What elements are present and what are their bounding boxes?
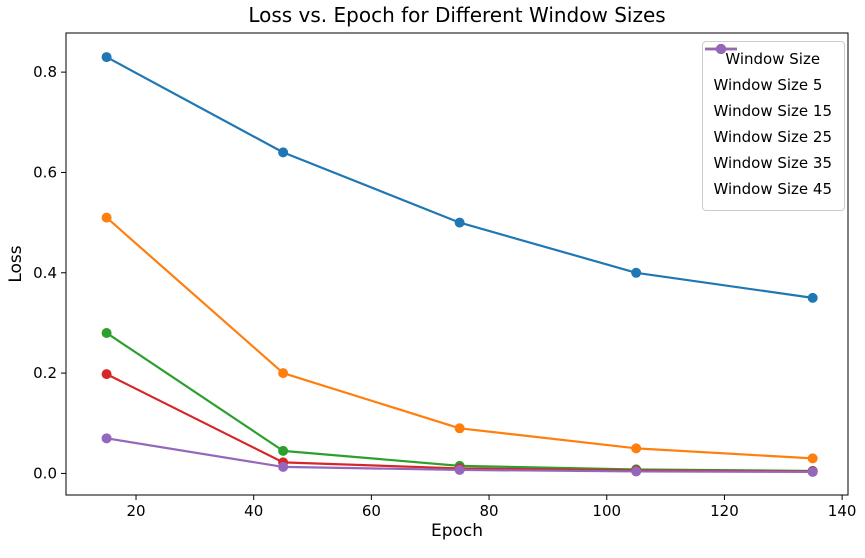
series-line-window-size-15 [105,216,814,460]
legend-label: Window Size 5 [713,76,823,94]
data-point-window-size-45 [454,464,465,475]
series-line-window-size-25 [105,331,814,473]
data-point-window-size-45 [807,466,818,477]
axes-spines [65,32,849,496]
data-point-window-size-15 [278,368,289,379]
chart-title: Loss vs. Epoch for Different Window Size… [248,3,666,27]
x-tick-label: 60 [362,502,381,520]
legend-label: Window Size 45 [713,180,832,198]
legend: Window Size Window Size 5 Window Size 15 W… [702,41,845,211]
data-point-window-size-35 [101,369,112,380]
legend-item-window-size-25: Window Size 25 [705,44,832,150]
y-tick-label: 0.4 [33,264,57,282]
legend-item-window-size-45: Window Size 45 [705,44,832,202]
y-axis-label: Loss [6,245,26,283]
y-tick-label: 0.2 [33,364,57,382]
data-point-window-size-5 [454,217,465,228]
x-tick-label: 20 [126,502,145,520]
data-point-window-size-5 [101,52,112,63]
x-axis-label: Epoch [430,521,484,541]
x-tick-label: 100 [592,502,621,520]
legend-items: Window Size 5 Window Size 15 Window Size 2… [705,44,832,202]
legend-item-window-size-15: Window Size 15 [705,44,832,124]
legend-item-window-size-5: Window Size 5 [705,44,832,98]
legend-item-window-size-35: Window Size 35 [705,44,832,176]
legend-label: Window Size 25 [713,128,832,146]
series-line-window-size-35 [105,373,814,473]
data-point-window-size-15 [807,453,818,464]
y-tick-label: 0.6 [33,163,57,181]
data-point-window-size-15 [631,443,642,454]
data-point-window-size-25 [278,445,289,456]
x-tick-label: 40 [244,502,263,520]
data-point-window-size-5 [631,267,642,278]
data-point-window-size-5 [278,147,289,158]
data-point-window-size-15 [454,423,465,434]
y-tick-label: 0.0 [33,464,57,482]
x-tick-label: 140 [828,502,857,520]
y-tick-label: 0.8 [33,63,57,81]
data-point-window-size-45 [631,466,642,477]
data-point-window-size-45 [278,461,289,472]
legend-title: Window Size [725,50,821,68]
legend-label: Window Size 35 [713,154,832,172]
x-tick-label: 80 [480,502,499,520]
x-tick-label: 120 [710,502,739,520]
data-point-window-size-5 [807,292,818,303]
data-point-window-size-25 [101,327,112,338]
legend-marker-icon [705,44,738,54]
legend-label: Window Size 15 [713,102,832,120]
data-point-window-size-45 [101,433,112,444]
data-point-window-size-15 [101,212,112,223]
